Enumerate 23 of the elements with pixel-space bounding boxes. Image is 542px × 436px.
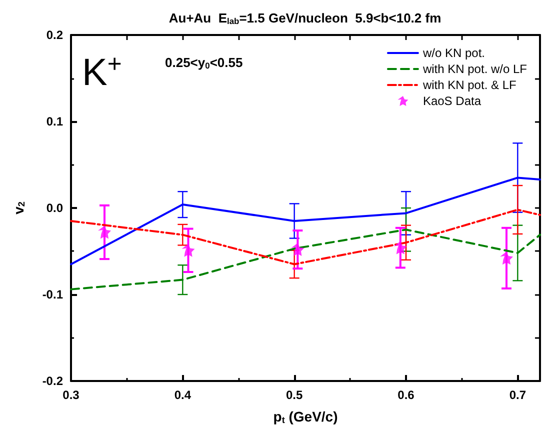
y-tick-label: 0.0 — [46, 201, 64, 215]
legend-label: with KN pot. & LF — [422, 78, 516, 92]
y-tick-label: 0.2 — [46, 28, 64, 42]
legend-label: KaoS Data — [422, 94, 482, 108]
x-tick-label: 0.5 — [286, 388, 303, 402]
point — [394, 241, 407, 254]
point — [291, 243, 304, 256]
y-tick-label: -0.1 — [42, 288, 64, 302]
y-tick-label: -0.2 — [42, 374, 64, 388]
y-axis-title: v2 — [10, 202, 26, 214]
x-tick-label: 0.6 — [398, 388, 415, 402]
point — [98, 226, 111, 239]
x-tick-label: 0.4 — [174, 388, 192, 402]
x-tick-label: 0.7 — [509, 388, 526, 402]
legend-label: with KN pot. w/o LF — [422, 62, 528, 76]
legend-label: w/o KN pot. — [422, 46, 485, 60]
point — [182, 244, 195, 257]
point — [500, 252, 513, 265]
x-axis-title: pt (GeV/c) — [273, 408, 338, 425]
y-tick-label: 0.1 — [46, 114, 64, 128]
line-series — [70, 228, 541, 290]
annotation: K+ — [82, 51, 122, 94]
x-tick-label: 0.3 — [62, 388, 80, 402]
